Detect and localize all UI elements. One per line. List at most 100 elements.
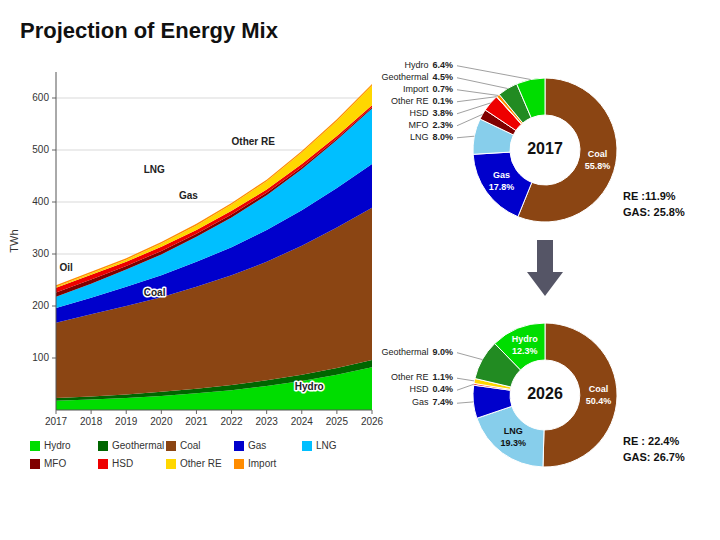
y-tick-label: 200 bbox=[32, 300, 49, 311]
area-layers bbox=[56, 84, 372, 410]
leader-line bbox=[457, 402, 473, 403]
slice-label-name: LNG bbox=[410, 132, 429, 142]
leader-line bbox=[457, 136, 474, 138]
slice-label-value: 6.4% bbox=[432, 60, 453, 70]
transition-arrow bbox=[527, 240, 563, 296]
slice-label-value: 0.4% bbox=[432, 385, 453, 395]
leader-line bbox=[457, 90, 498, 96]
slice-label-name: MFO bbox=[408, 120, 428, 130]
slice-label: HSD0.4% bbox=[409, 385, 453, 395]
x-tick-label: 2023 bbox=[256, 416, 279, 427]
x-tick-label: 2017 bbox=[45, 416, 68, 427]
slice-label: Geothermal 4.5% bbox=[381, 72, 453, 82]
slice-label-name: Hydro bbox=[512, 334, 539, 344]
y-tick bbox=[52, 150, 56, 151]
y-tick-label: 600 bbox=[32, 92, 49, 103]
donut-chart: Coal55.8%Gas17.8%Hydro6.4%Geothermal4.5%… bbox=[381, 60, 685, 222]
slice-label-name: Coal bbox=[589, 384, 609, 394]
y-tick bbox=[52, 254, 56, 255]
slice-label-value: 3.8% bbox=[432, 108, 453, 118]
area-annotation: Other RE bbox=[232, 136, 276, 147]
slice-label: LNG8.0% bbox=[410, 132, 453, 142]
x-tick-label: 2021 bbox=[185, 416, 208, 427]
area-annotation: Gas bbox=[179, 190, 198, 201]
legend-swatch bbox=[98, 441, 108, 451]
slice-label-value: 12.3% bbox=[512, 346, 538, 356]
donut-slice bbox=[477, 406, 544, 467]
x-tick bbox=[91, 410, 92, 414]
slice-label-value: 7.4% bbox=[432, 398, 453, 408]
legend-label: Import bbox=[248, 458, 277, 469]
legend-label: Hydro bbox=[44, 440, 71, 451]
leader-line bbox=[457, 78, 508, 89]
donut-slice bbox=[473, 152, 532, 217]
x-tick bbox=[231, 410, 232, 414]
leader-line bbox=[457, 103, 490, 114]
donut-slice bbox=[495, 323, 545, 370]
slice-label: Gas7.4% bbox=[412, 398, 453, 408]
x-tick-label: 2020 bbox=[150, 416, 173, 427]
slice-label-value: 4.5% bbox=[432, 72, 453, 82]
slice-label-value: 19.3% bbox=[500, 438, 526, 448]
donut-annotation: RE : 22.4% bbox=[623, 435, 679, 447]
x-tick bbox=[56, 410, 57, 414]
x-tick bbox=[336, 410, 337, 414]
legend: HydroGeothermalCoalGasLNGMFOHSDOther REI… bbox=[30, 440, 337, 469]
donut-annotation: RE :11.9% bbox=[623, 190, 676, 202]
legend-swatch bbox=[30, 441, 40, 451]
x-tick-label: 2018 bbox=[80, 416, 103, 427]
slice-label: MFO2.3% bbox=[408, 120, 453, 130]
slice-label-name: LNG bbox=[504, 426, 523, 436]
slice-label-value: 1.1% bbox=[432, 373, 453, 383]
chart-root: Projection of Energy Mix1002003004005006… bbox=[0, 0, 720, 540]
slice-label: Other RE1.1% bbox=[391, 373, 453, 383]
slice-label-value: 8.0% bbox=[432, 132, 453, 142]
slice-label: Hydro6.4% bbox=[404, 60, 453, 70]
y-tick bbox=[52, 306, 56, 307]
y-tick-label: 400 bbox=[32, 196, 49, 207]
x-tick bbox=[372, 410, 373, 414]
area-annotation: Coal bbox=[144, 287, 166, 298]
x-tick bbox=[301, 410, 302, 414]
slice-label-value: 50.4% bbox=[586, 396, 612, 406]
legend-label: Geothermal bbox=[112, 440, 164, 451]
area-annotation: LNG bbox=[144, 164, 165, 175]
donut-annotation: GAS: 26.7% bbox=[623, 451, 685, 463]
leader-line bbox=[457, 384, 474, 390]
legend-label: Coal bbox=[180, 440, 201, 451]
y-tick-label: 300 bbox=[32, 248, 49, 259]
slice-label-name: HSD bbox=[409, 108, 429, 118]
slice-label-name: Other RE bbox=[391, 373, 429, 383]
legend-label: LNG bbox=[316, 440, 337, 451]
slice-label-name: Gas bbox=[412, 398, 429, 408]
slice-label-name: HSD bbox=[409, 385, 429, 395]
legend-swatch bbox=[234, 459, 244, 469]
y-tick bbox=[52, 98, 56, 99]
x-tick bbox=[196, 410, 197, 414]
legend-swatch bbox=[98, 459, 108, 469]
leader-line bbox=[457, 378, 474, 381]
slice-label-value: 9.0% bbox=[432, 347, 453, 357]
background bbox=[0, 0, 720, 540]
slice-label-name: Import bbox=[403, 84, 429, 94]
donut-annotation: GAS: 25.8% bbox=[623, 206, 685, 218]
leader-line bbox=[457, 66, 531, 80]
slice-label-value: 55.8% bbox=[585, 161, 611, 171]
x-tick-label: 2022 bbox=[220, 416, 243, 427]
y-axis-line bbox=[56, 72, 57, 410]
slice-label-name: Gas bbox=[493, 170, 510, 180]
x-tick-label: 2019 bbox=[115, 416, 138, 427]
donut-center-title: 2017 bbox=[527, 140, 563, 157]
chart-title: Projection of Energy Mix bbox=[20, 18, 279, 43]
legend-swatch bbox=[166, 459, 176, 469]
x-tick-label: 2026 bbox=[361, 416, 384, 427]
legend-label: Gas bbox=[248, 440, 266, 451]
slice-label-name: Geothermal bbox=[381, 72, 428, 82]
area-layer bbox=[56, 84, 372, 287]
grid-line bbox=[56, 98, 372, 99]
slice-label-name: Other RE bbox=[391, 96, 429, 106]
x-tick-label: 2025 bbox=[326, 416, 349, 427]
x-tick bbox=[266, 410, 267, 414]
legend-swatch bbox=[302, 441, 312, 451]
donut-slice bbox=[517, 78, 545, 118]
